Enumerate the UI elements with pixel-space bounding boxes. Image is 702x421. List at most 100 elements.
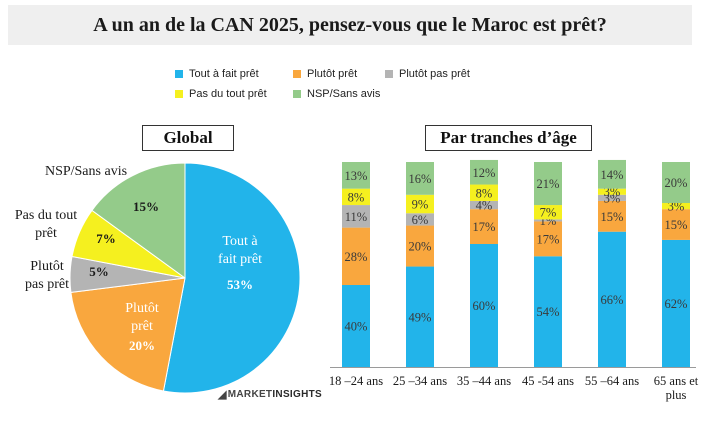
x-tick-label: 35 –44 ans bbox=[457, 374, 511, 388]
bar-data-label: 49% bbox=[409, 310, 432, 324]
bar-data-label: 62% bbox=[665, 297, 688, 311]
bar-data-label: 14% bbox=[601, 168, 624, 182]
bar-segment-pas-du-tout-pret bbox=[662, 203, 690, 210]
bar-data-label: 15% bbox=[665, 218, 688, 232]
bar-segment-plutot-pret bbox=[662, 209, 690, 240]
pie-slice-plutot-pret bbox=[70, 277, 186, 392]
bar-segment-nsp-sans-avis bbox=[470, 159, 498, 185]
bar-segment-plutot-pret bbox=[406, 225, 434, 267]
pie-slice-nsp-sans-avis bbox=[91, 162, 186, 279]
bar-segment-nsp-sans-avis bbox=[598, 159, 626, 189]
pie-value-label: 7% bbox=[96, 231, 116, 246]
legend-item-nsp-sans-avis: NSP/Sans avis bbox=[293, 88, 380, 100]
bar-segment-pas-du-tout-pret bbox=[342, 188, 370, 206]
pie-value-label: 20% bbox=[129, 338, 155, 353]
bar-segment-plutot-pret bbox=[342, 227, 370, 285]
bar-data-label: 17% bbox=[473, 220, 496, 234]
x-tick-label: 25 –34 ans bbox=[393, 374, 447, 388]
bar-segment-pas-du-tout-pret bbox=[598, 188, 626, 195]
pie-value-label: 15% bbox=[133, 199, 159, 214]
bar-data-label: 13% bbox=[345, 169, 368, 183]
bar-segment-nsp-sans-avis bbox=[534, 162, 562, 206]
bar-segment-pas-du-tout-pret bbox=[534, 205, 562, 220]
bar-segment-plutot-pas-pret bbox=[534, 219, 562, 222]
bar-segment-plutot-pas-pret bbox=[406, 213, 434, 226]
bar-data-label: 6% bbox=[412, 213, 429, 227]
bar-data-label: 4% bbox=[476, 199, 493, 213]
bar-data-label: 3% bbox=[668, 200, 685, 214]
bar-data-label: 9% bbox=[412, 198, 429, 212]
legend-label: Plutôt prêt bbox=[307, 68, 358, 80]
title-bar: A un an de la CAN 2025, pensez-vous que … bbox=[8, 5, 692, 45]
bar-segment-plutot-pret bbox=[598, 200, 626, 232]
bar-data-label: 66% bbox=[601, 293, 624, 307]
bar-data-label: 54% bbox=[537, 305, 560, 319]
legend-swatch bbox=[175, 90, 183, 98]
bar-segment-plutot-pas-pret bbox=[470, 200, 498, 210]
brand-text-2: INSIGHTS bbox=[272, 389, 322, 400]
bar-data-label: 12% bbox=[473, 166, 496, 180]
bar-data-label: 11% bbox=[345, 210, 367, 224]
bar-segment-pas-du-tout-pret bbox=[470, 184, 498, 201]
pie-slice-tout-a-fait-pret bbox=[162, 162, 301, 394]
pie-slice-name-label: Plutôt prêt bbox=[125, 301, 159, 334]
bar-segment-tout-a-fait-pret bbox=[598, 231, 626, 367]
bar-data-label: 8% bbox=[476, 186, 493, 200]
legend-item-tout-a-fait-pret: Tout à fait prêt bbox=[175, 68, 259, 80]
bar-segment-nsp-sans-avis bbox=[406, 162, 434, 195]
bar-data-label: 7% bbox=[540, 206, 557, 220]
legend-swatch bbox=[293, 70, 301, 78]
bar-segment-plutot-pret bbox=[470, 209, 498, 244]
x-tick-label: 18 –24 ans bbox=[329, 374, 383, 388]
bar-data-label: 8% bbox=[348, 190, 365, 204]
bar-segment-pas-du-tout-pret bbox=[406, 194, 434, 214]
bar-segment-plutot-pas-pret bbox=[598, 194, 626, 201]
legend: Tout à fait prêt Plutôt prêt Plutôt pas pr… bbox=[175, 68, 535, 112]
bar-segment-nsp-sans-avis bbox=[662, 162, 690, 203]
bar-data-label: 40% bbox=[345, 320, 368, 334]
brand-text-1: MARKET bbox=[227, 389, 273, 400]
bar-segment-tout-a-fait-pret bbox=[470, 244, 498, 367]
pie-slice-name-label: NSP/Sans avis bbox=[45, 164, 127, 179]
pie-slice-name-label: Plutôt pas prêt bbox=[25, 259, 69, 292]
pie-value-label: 53% bbox=[227, 277, 253, 292]
bar-data-label: 3% bbox=[604, 185, 621, 199]
bar-data-label: 3% bbox=[604, 191, 621, 205]
bar-data-label: 17% bbox=[537, 232, 560, 246]
pie-slice-name-label: Tout à fait prêt bbox=[218, 234, 262, 267]
bar-data-label: 20% bbox=[409, 240, 432, 254]
bar-data-label: 15% bbox=[601, 210, 624, 224]
brand-logo: ◢ MARKET INSIGHTS bbox=[218, 388, 322, 401]
bar-segment-tout-a-fait-pret bbox=[406, 266, 434, 367]
bar-segment-tout-a-fait-pret bbox=[662, 239, 690, 367]
bar-segment-plutot-pas-pret bbox=[342, 205, 370, 228]
bar-segment-plutot-pret bbox=[534, 221, 562, 257]
bar-segment-tout-a-fait-pret bbox=[534, 256, 562, 367]
pie-value-label: 5% bbox=[89, 264, 109, 279]
bar-segment-nsp-sans-avis bbox=[342, 162, 370, 189]
x-tick-label: 55 –64 ans bbox=[585, 374, 639, 388]
bar-chart-title: Par tranches d’âge bbox=[425, 125, 592, 151]
legend-label: Tout à fait prêt bbox=[189, 68, 259, 80]
brand-mark-icon: ◢ bbox=[218, 389, 227, 401]
legend-item-plutot-pas-pret: Plutôt pas prêt bbox=[385, 68, 470, 80]
chart-title: A un an de la CAN 2025, pensez-vous que … bbox=[93, 13, 607, 36]
legend-item-pas-du-tout-pret: Pas du tout prêt bbox=[175, 88, 267, 100]
legend-item-plutot-pret: Plutôt prêt bbox=[293, 68, 357, 80]
legend-swatch bbox=[385, 70, 393, 78]
legend-swatch bbox=[175, 70, 183, 78]
legend-swatch bbox=[293, 90, 301, 98]
pie-slice-name-label: Pas du tout prêt bbox=[15, 208, 77, 241]
legend-label: NSP/Sans avis bbox=[307, 88, 381, 100]
bar-data-label: 16% bbox=[409, 172, 432, 186]
bar-data-label: 28% bbox=[345, 250, 368, 264]
bar-data-label: 20% bbox=[665, 176, 688, 190]
bar-data-label: 60% bbox=[473, 299, 496, 313]
legend-label: Pas du tout prêt bbox=[189, 88, 267, 100]
pie-chart-title: Global bbox=[142, 125, 234, 151]
bar-data-label: 21% bbox=[537, 177, 560, 191]
legend-label: Plutôt pas prêt bbox=[399, 68, 470, 80]
bar-segment-tout-a-fait-pret bbox=[342, 285, 370, 367]
